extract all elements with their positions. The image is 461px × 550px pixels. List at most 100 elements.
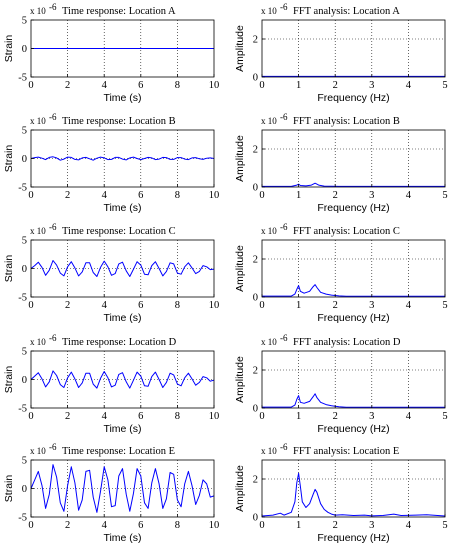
y-tick-label: 5	[22, 126, 27, 137]
x-tick-label: 2	[333, 80, 338, 91]
series-line	[262, 284, 445, 297]
scale-exponent: -6	[49, 2, 57, 12]
x-tick-label: 5	[442, 80, 447, 91]
scale-multiplier: x 10	[30, 116, 46, 126]
x-tick-label: 5	[442, 411, 447, 422]
chart-title: FFT analysis: Location B	[293, 116, 400, 127]
y-axis-label: Strain	[3, 475, 15, 503]
x-tick-label: 10	[209, 190, 220, 201]
x-tick-label: 10	[209, 80, 220, 91]
series-line	[262, 182, 445, 187]
x-tick-label: 3	[369, 190, 374, 201]
x-tick-label: 0	[259, 300, 264, 311]
x-tick-label: 2	[65, 190, 70, 201]
x-tick-label: 2	[333, 411, 338, 422]
x-tick-label: 4	[406, 300, 412, 311]
scale-multiplier: x 10	[30, 6, 46, 16]
scale-exponent: -6	[280, 333, 288, 343]
x-tick-label: 1	[296, 520, 301, 531]
x-tick-label: 4	[102, 520, 108, 531]
chart-title: FFT analysis: Location C	[293, 226, 400, 237]
x-tick-label: 2	[333, 190, 338, 201]
x-tick-label: 2	[65, 80, 70, 91]
scale-exponent: -6	[49, 222, 57, 232]
y-tick-label: 5	[22, 456, 27, 467]
x-tick-label: 8	[175, 300, 180, 311]
y-tick-label: -5	[18, 183, 27, 194]
x-tick-label: 2	[333, 300, 338, 311]
y-axis-label: Strain	[3, 145, 15, 173]
x-tick-label: 1	[296, 190, 301, 201]
x-tick-label: 0	[259, 411, 264, 422]
x-tick-label: 4	[102, 411, 108, 422]
plot-area	[262, 351, 445, 408]
x-tick-label: 6	[138, 80, 143, 91]
series-line	[261, 472, 446, 517]
chart-title: Time response: Location B	[62, 116, 176, 127]
x-tick-label: 3	[369, 300, 374, 311]
series-line	[30, 464, 215, 513]
y-tick-label: 0	[253, 73, 258, 84]
x-axis-label: Frequency (Hz)	[317, 312, 389, 324]
axes-box	[261, 239, 446, 298]
x-tick-label: 0	[28, 190, 33, 201]
x-tick-label: 0	[259, 520, 264, 531]
y-axis-label: Amplitude	[234, 245, 246, 292]
scale-multiplier: x 10	[261, 6, 277, 16]
x-tick-label: 6	[138, 520, 143, 531]
y-tick-label: -5	[18, 513, 27, 524]
chart-title: Time response: Location C	[62, 226, 176, 237]
subplot-fft-1: 0 1 2 3 4 5 0 2 x 10 -6 FFT analysis: Location A Fr…	[234, 2, 448, 104]
plot-area	[262, 240, 445, 297]
scale-exponent: -6	[280, 442, 288, 452]
axes-box	[261, 459, 446, 518]
x-axis-label: Time (s)	[103, 423, 141, 435]
axes-box	[261, 350, 446, 409]
scale-exponent: -6	[280, 2, 288, 12]
scale-multiplier: x 10	[261, 116, 277, 126]
chart-title: Time response: Location D	[62, 337, 177, 348]
x-axis-label: Frequency (Hz)	[317, 532, 389, 544]
y-tick-label: 2	[253, 255, 258, 266]
x-tick-label: 5	[442, 190, 447, 201]
y-tick-label: 0	[253, 404, 258, 415]
x-axis-label: Time (s)	[103, 312, 141, 324]
y-axis-label: Amplitude	[234, 135, 246, 182]
y-tick-label: 5	[22, 236, 27, 247]
y-tick-label: 0	[22, 375, 27, 386]
y-tick-label: 0	[22, 44, 27, 55]
y-tick-label: 5	[22, 16, 27, 27]
subplot-fft-3: 0 1 2 3 4 5 0 2 x 10 -6 FFT analysis: Location C Fr…	[234, 222, 448, 324]
series-line	[262, 393, 445, 408]
y-tick-label: 5	[22, 347, 27, 358]
y-tick-label: -5	[18, 293, 27, 304]
y-tick-label: 0	[253, 183, 258, 194]
scale-exponent: -6	[280, 112, 288, 122]
x-tick-label: 2	[65, 300, 70, 311]
y-tick-label: -5	[18, 73, 27, 84]
chart-title: Time response: Location A	[62, 6, 176, 17]
x-tick-label: 3	[369, 80, 374, 91]
series-line	[30, 260, 215, 277]
scale-exponent: -6	[49, 442, 57, 452]
scale-multiplier: x 10	[30, 337, 46, 347]
series-line	[30, 156, 215, 161]
subplot-fft-4: 0 1 2 3 4 5 0 2 x 10 -6 FFT analysis: Location D Fr…	[234, 333, 448, 435]
axes-box	[261, 19, 446, 78]
x-tick-label: 0	[28, 300, 33, 311]
y-tick-label: 2	[253, 145, 258, 156]
x-tick-label: 6	[138, 190, 143, 201]
x-tick-label: 6	[138, 300, 143, 311]
x-tick-label: 10	[209, 520, 220, 531]
x-tick-label: 4	[406, 80, 412, 91]
y-tick-label: 0	[253, 513, 258, 524]
x-tick-label: 0	[259, 190, 264, 201]
x-tick-label: 4	[406, 411, 412, 422]
x-tick-label: 3	[369, 520, 374, 531]
x-tick-label: 6	[138, 411, 143, 422]
x-axis-label: Frequency (Hz)	[317, 202, 389, 214]
